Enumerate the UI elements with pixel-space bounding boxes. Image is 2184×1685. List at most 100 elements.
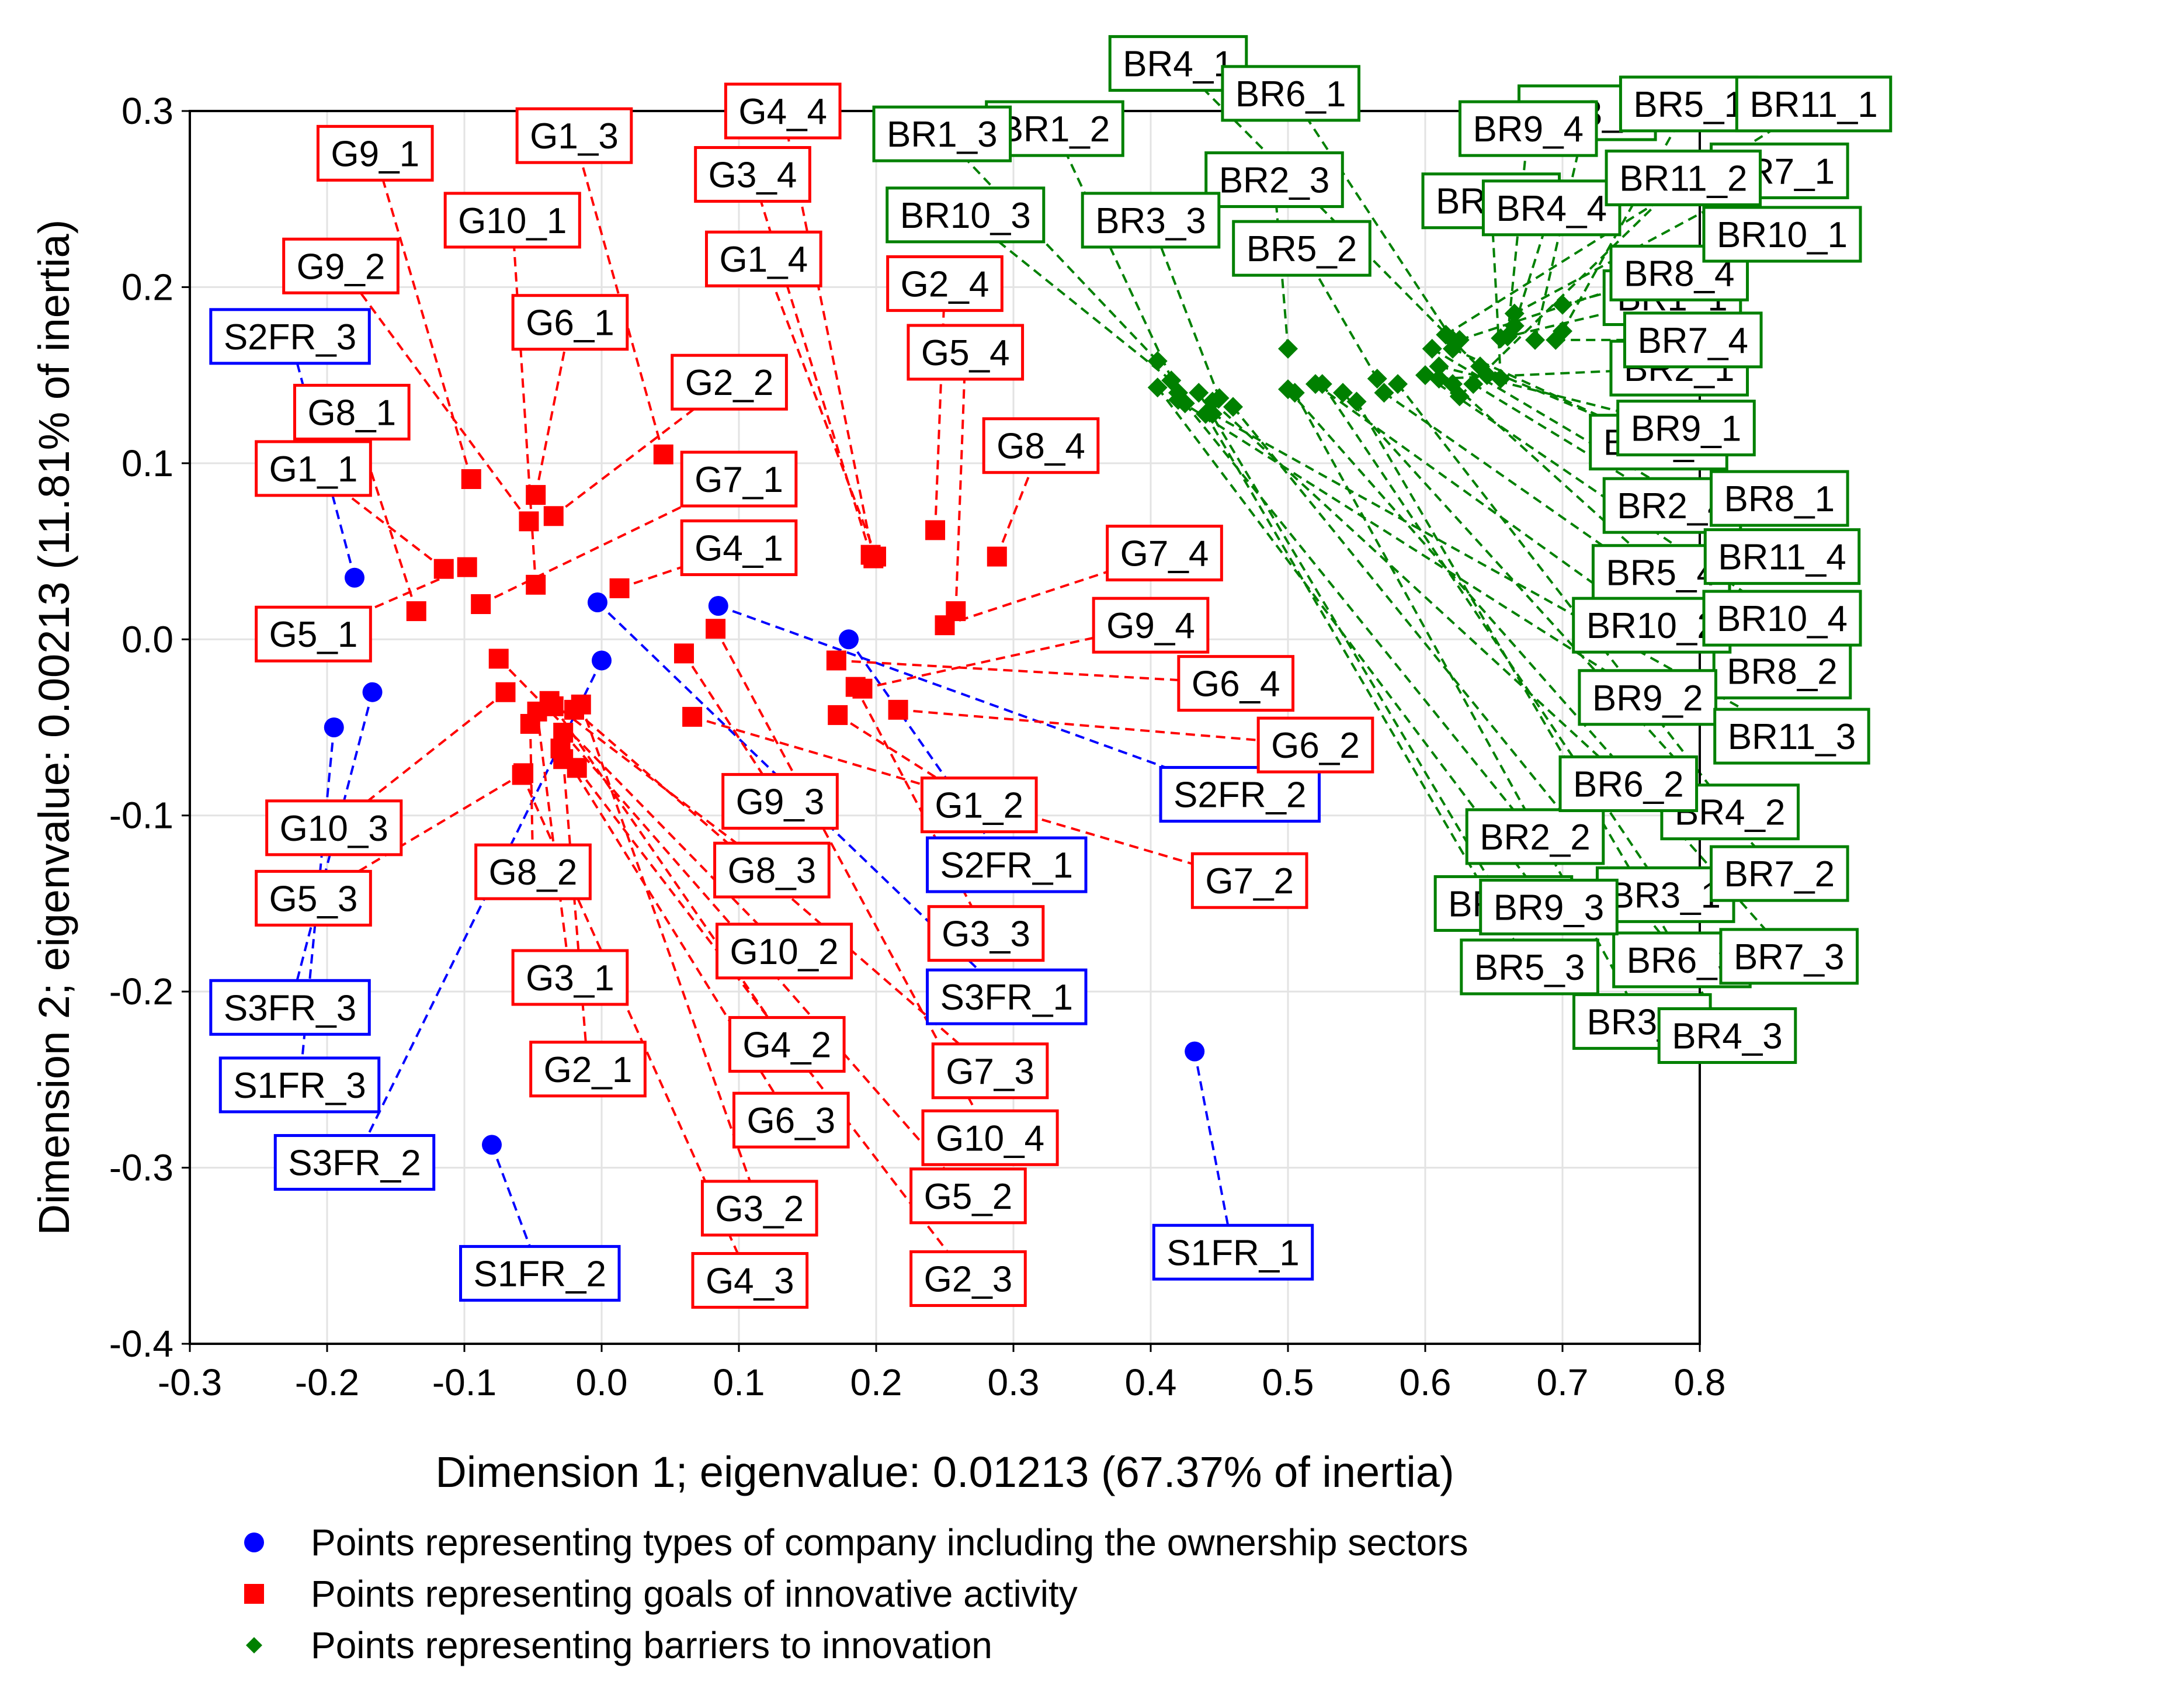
label-text: G2_2: [685, 363, 774, 403]
point-label-br5-2: BR5_2: [1232, 220, 1371, 277]
label-box: [265, 799, 403, 857]
data-point-br7-3: [1278, 379, 1298, 400]
y-tick-label: -0.4: [109, 1323, 173, 1365]
label-text: BR7_3: [1734, 937, 1845, 977]
data-point-g7-3: [564, 699, 584, 720]
data-point-br6-2: [1202, 391, 1223, 412]
point-label-br4-4: BR4_4: [1481, 179, 1621, 237]
data-point-g1-2: [828, 705, 848, 725]
leader-line: [718, 605, 1241, 796]
label-box: [459, 1244, 621, 1302]
leader-line: [1204, 413, 1531, 968]
data-point-g8-3: [539, 691, 560, 711]
point-label-g3-3: G3_3: [927, 905, 1045, 962]
data-point-br6-4: [1470, 356, 1490, 377]
point-label-s2fr-1: S2FR_1: [926, 836, 1088, 893]
label-text: BR6_3: [1627, 941, 1738, 981]
point-label-g4-3: G4_3: [691, 1251, 809, 1309]
point-label-br8-2: BR8_2: [1712, 643, 1852, 700]
data-point-g8-2: [520, 713, 540, 734]
point-label-br1-3: BR1_3: [872, 105, 1012, 162]
label-box: [1465, 808, 1605, 865]
label-box: [1232, 220, 1371, 277]
y-tick-label: -0.1: [109, 795, 173, 837]
data-point-g9-4: [852, 678, 873, 699]
label-text: BR3_1: [1610, 875, 1721, 916]
data-point-br8-3: [1189, 383, 1209, 403]
label-text: G3_3: [942, 914, 1030, 955]
leader-line: [714, 628, 991, 1139]
leader-line: [1193, 1051, 1234, 1253]
point-label-g7-4: G7_4: [1106, 525, 1223, 582]
label-text: G2_1: [544, 1050, 633, 1090]
leader-line: [1342, 391, 1780, 875]
label-box: [732, 1091, 850, 1149]
label-text: G7_3: [946, 1052, 1034, 1092]
point-labels: S1FR_1 S1FR_2 S1FR_3 S2FR_1 S2FR_2 S2FR_3 S3FR…: [209, 35, 1893, 1309]
point-label-g3-4: G3_4: [694, 146, 811, 203]
data-point-g5-3: [513, 763, 534, 783]
point-label-g1-3: G1_3: [515, 107, 633, 164]
point-label-g2-2: G2_2: [671, 353, 788, 411]
leader-line: [339, 265, 530, 522]
label-text: S3FR_1: [940, 977, 1073, 1018]
label-text: S2FR_1: [940, 845, 1073, 886]
label-text: BR9_2: [1592, 678, 1703, 719]
data-point-s3fr-3: [362, 682, 383, 702]
leader-line: [1355, 401, 1728, 1036]
data-point-br9-3: [1147, 377, 1168, 398]
label-text: G10_3: [280, 809, 388, 849]
x-tick-label: 0.1: [713, 1361, 765, 1403]
point-label-g6-2: G6_2: [1256, 716, 1374, 774]
label-box: [316, 124, 434, 182]
data-point-s2fr-1: [839, 629, 859, 650]
leader-line: [1177, 398, 1648, 699]
point-label-br9-3: BR9_3: [1479, 878, 1619, 935]
label-text: BR7_4: [1637, 321, 1748, 361]
label-text: G10_2: [730, 932, 838, 972]
label-text: G4_2: [742, 1025, 831, 1066]
point-label-g2-3: G2_3: [909, 1250, 1027, 1307]
x-tick-label: 0.8: [1674, 1361, 1726, 1403]
x-tick-label: 0.5: [1262, 1361, 1314, 1403]
data-point-br9-1: [1429, 356, 1449, 377]
label-text: S1FR_1: [1166, 1233, 1299, 1273]
label-box: [1713, 708, 1870, 765]
data-point-s1fr-1: [1185, 1041, 1205, 1062]
label-box: [1558, 755, 1699, 812]
label-box: [1623, 311, 1763, 369]
point-label-s2fr-3: S2FR_3: [209, 308, 371, 365]
label-box: [511, 294, 629, 351]
data-point-s1fr-2: [482, 1135, 502, 1155]
label-text: BR9_4: [1473, 109, 1584, 150]
point-label-g1-2: G1_2: [920, 776, 1038, 834]
label-box: [713, 841, 831, 899]
data-point-br4-2: [1388, 374, 1408, 394]
label-text: G5_2: [924, 1177, 1013, 1217]
data-point-br9-4: [1498, 326, 1518, 346]
label-box: [1657, 1007, 1797, 1064]
point-label-g9-3: G9_3: [721, 773, 839, 830]
point-label-g5-1: G5_1: [255, 605, 372, 663]
label-box: [1460, 938, 1599, 996]
label-box: [680, 519, 798, 577]
leader-line: [954, 352, 967, 612]
x-tick-label: -0.2: [295, 1361, 359, 1403]
label-box: [927, 905, 1045, 962]
y-tick-label: -0.3: [109, 1147, 173, 1189]
x-tick-label: 0.0: [576, 1361, 628, 1403]
leader-line: [1157, 387, 1550, 908]
y-tick-label: 0.0: [121, 618, 173, 660]
data-point-br8-4: [1553, 294, 1572, 315]
label-box: [1152, 1223, 1314, 1281]
data-point-s1fr-3: [324, 717, 344, 737]
leader-line: [1506, 128, 1530, 337]
legend-entry-label: Points representing barriers to innovati…: [311, 1624, 992, 1666]
point-label-g3-1: G3_1: [511, 949, 629, 1006]
label-text: G7_2: [1205, 861, 1294, 902]
point-label-s1fr-1: S1FR_1: [1152, 1223, 1314, 1281]
point-label-g10-3: G10_3: [265, 799, 403, 857]
label-text: G6_4: [1192, 664, 1280, 705]
label-box: [1458, 100, 1598, 157]
point-label-br10-3: BR10_3: [886, 186, 1046, 244]
